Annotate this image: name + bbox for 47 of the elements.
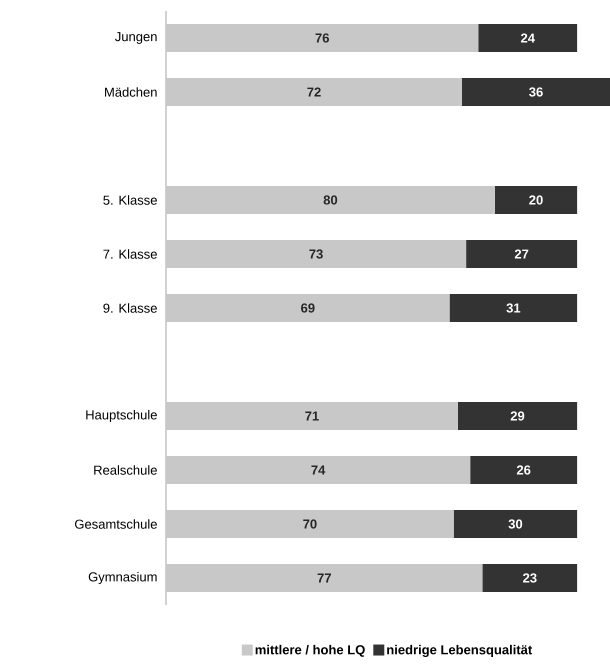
bar xyxy=(166,78,462,106)
legend-label: mittlere / hohe LQ xyxy=(256,644,365,657)
bar xyxy=(482,564,578,592)
y-tick-label: 5. Klasse xyxy=(103,195,157,205)
bar xyxy=(462,78,610,106)
data-label: 80 xyxy=(324,195,338,205)
y-tick-label: Jungen xyxy=(115,32,157,44)
data-label: 76 xyxy=(316,33,329,43)
data-label: 72 xyxy=(307,87,321,97)
bar xyxy=(478,24,578,52)
legend-label: niedrige Lebensqualität xyxy=(387,644,532,658)
data-label: 74 xyxy=(311,466,326,474)
data-label: 27 xyxy=(514,249,528,259)
y-tick-label: Gesamtschule xyxy=(75,519,157,529)
y-tick-label: Mädchen xyxy=(105,87,157,97)
y-tick-label: 9. Klasse xyxy=(103,303,157,313)
bar xyxy=(166,456,470,484)
bar xyxy=(466,240,578,268)
data-label: 36 xyxy=(529,87,543,97)
data-label: 71 xyxy=(305,412,319,420)
y-tick-label: Hauptschule xyxy=(86,410,157,422)
bar xyxy=(166,294,450,322)
bar xyxy=(166,240,466,268)
bar xyxy=(166,564,483,592)
data-label: 30 xyxy=(508,519,522,529)
bar xyxy=(166,510,454,538)
y-tick-label: Gymnasium xyxy=(88,572,157,584)
bar xyxy=(454,510,578,538)
bar xyxy=(166,402,458,430)
bar xyxy=(458,402,578,430)
bar xyxy=(470,456,578,484)
data-label: 23 xyxy=(523,573,537,583)
data-label: 69 xyxy=(301,303,315,313)
data-label: 26 xyxy=(516,465,530,475)
bar xyxy=(494,186,578,214)
bar xyxy=(450,294,578,322)
data-label: 77 xyxy=(318,574,331,582)
data-label: 70 xyxy=(303,519,317,529)
y-tick-label: Realschule xyxy=(94,465,157,475)
data-label: 31 xyxy=(506,303,520,313)
data-label: 73 xyxy=(309,249,323,259)
data-label: 24 xyxy=(521,33,535,43)
data-label: 20 xyxy=(529,195,543,205)
y-tick-label: 7. Klasse xyxy=(103,249,157,259)
data-label: 29 xyxy=(510,411,524,421)
bar xyxy=(166,186,495,214)
bar xyxy=(166,24,478,52)
